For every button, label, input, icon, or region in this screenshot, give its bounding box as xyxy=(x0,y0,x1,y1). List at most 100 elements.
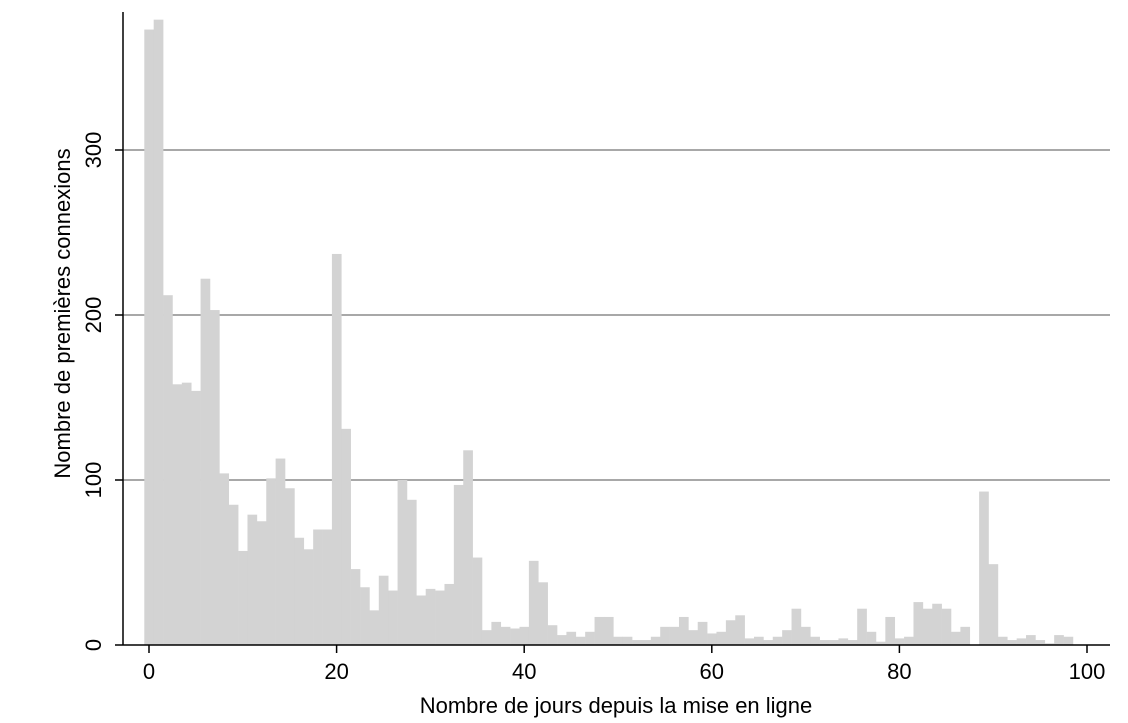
bar-day-71 xyxy=(810,636,820,645)
bar-day-74 xyxy=(838,638,849,645)
x-tick-label-0: 0 xyxy=(143,659,155,684)
ticks: 0 20 40 60 80 100 0 100 200 300 xyxy=(81,132,1105,684)
bar-day-32 xyxy=(444,583,455,645)
bar-day-13 xyxy=(266,478,276,645)
bar-day-89 xyxy=(979,491,989,645)
bar-day-0 xyxy=(144,29,154,646)
bar-day-85 xyxy=(941,608,952,645)
bar-day-16 xyxy=(294,537,305,645)
bar-day-66 xyxy=(763,640,774,645)
bar-day-64 xyxy=(744,638,755,645)
histogram-bars xyxy=(144,19,1074,646)
bar-day-52 xyxy=(632,640,642,645)
bar-day-87 xyxy=(960,626,971,645)
bar-day-43 xyxy=(547,625,558,645)
y-tick-label-200: 200 xyxy=(81,297,106,334)
x-tick-label-40: 40 xyxy=(512,659,536,684)
bar-day-22 xyxy=(350,569,361,645)
bar-day-27 xyxy=(397,480,408,645)
bar-day-9 xyxy=(228,504,239,645)
bar-day-29 xyxy=(416,595,427,645)
bar-day-86 xyxy=(950,631,961,645)
bar-day-94 xyxy=(1026,635,1036,645)
bar-day-36 xyxy=(481,630,492,645)
axes xyxy=(122,12,1110,646)
bar-day-4 xyxy=(181,382,192,645)
bar-day-2 xyxy=(163,295,173,645)
bar-day-62 xyxy=(725,620,736,645)
bar-day-15 xyxy=(285,488,295,645)
bar-day-76 xyxy=(857,608,867,645)
bar-day-21 xyxy=(341,428,351,645)
bar-day-56 xyxy=(669,626,680,645)
bar-day-69 xyxy=(791,608,802,645)
bar-day-7 xyxy=(209,310,220,645)
bar-day-96 xyxy=(1044,643,1055,645)
bar-day-6 xyxy=(200,278,211,645)
bar-day-49 xyxy=(603,616,614,645)
y-tick-label-0: 0 xyxy=(81,639,106,651)
bar-day-41 xyxy=(528,560,539,645)
bar-day-98 xyxy=(1063,636,1074,645)
bar-day-73 xyxy=(829,640,839,645)
bar-day-20 xyxy=(331,253,342,645)
bar-day-79 xyxy=(885,616,896,645)
bar-day-3 xyxy=(172,384,183,645)
bar-day-57 xyxy=(678,616,689,645)
bar-day-75 xyxy=(847,640,858,645)
bar-day-61 xyxy=(716,631,727,645)
bar-day-51 xyxy=(622,636,633,645)
bar-day-26 xyxy=(388,590,398,645)
bar-day-72 xyxy=(819,640,830,645)
bar-day-5 xyxy=(191,390,201,645)
bar-day-63 xyxy=(735,615,745,645)
bar-day-28 xyxy=(406,499,417,645)
bar-day-11 xyxy=(247,514,258,645)
bar-day-65 xyxy=(754,636,764,645)
y-axis-title: Nombre de premières connexions xyxy=(50,148,75,478)
bar-day-24 xyxy=(369,610,380,645)
bar-day-10 xyxy=(238,550,248,645)
bar-day-90 xyxy=(988,564,999,645)
bar-day-46 xyxy=(575,636,586,645)
bar-day-50 xyxy=(613,636,623,645)
y-tick-label-300: 300 xyxy=(81,132,106,169)
y-tick-label-100: 100 xyxy=(81,462,106,499)
bar-day-54 xyxy=(650,636,661,645)
bar-day-8 xyxy=(219,473,230,645)
x-tick-label-60: 60 xyxy=(700,659,724,684)
bar-day-37 xyxy=(491,621,502,645)
bar-day-60 xyxy=(707,633,717,645)
bar-day-23 xyxy=(360,587,370,645)
bar-day-42 xyxy=(538,582,548,645)
grid-lines xyxy=(123,149,1110,481)
bar-day-39 xyxy=(510,628,520,645)
bar-day-45 xyxy=(566,631,577,645)
bar-day-48 xyxy=(594,616,605,645)
bar-day-47 xyxy=(585,631,595,645)
bar-day-35 xyxy=(472,557,483,645)
bar-day-67 xyxy=(772,636,783,645)
bar-day-93 xyxy=(1016,638,1027,645)
bar-day-18 xyxy=(313,529,323,645)
bar-day-59 xyxy=(697,621,708,645)
bar-day-77 xyxy=(866,631,877,645)
bar-day-40 xyxy=(519,626,530,645)
bar-day-80 xyxy=(894,638,905,645)
bar-day-12 xyxy=(256,521,267,645)
x-axis-title: Nombre de jours depuis la mise en ligne xyxy=(420,693,813,718)
bar-day-38 xyxy=(500,626,511,645)
bar-day-92 xyxy=(1007,640,1017,645)
bar-day-95 xyxy=(1035,640,1046,645)
x-tick-label-80: 80 xyxy=(887,659,911,684)
bar-day-78 xyxy=(875,641,886,645)
bar-day-82 xyxy=(913,602,924,645)
bar-day-53 xyxy=(641,640,652,645)
bar-day-68 xyxy=(782,630,792,645)
bar-day-97 xyxy=(1054,635,1064,645)
x-tick-label-20: 20 xyxy=(324,659,348,684)
bar-day-17 xyxy=(303,549,314,645)
bar-day-44 xyxy=(557,635,567,645)
bar-day-70 xyxy=(800,626,811,645)
